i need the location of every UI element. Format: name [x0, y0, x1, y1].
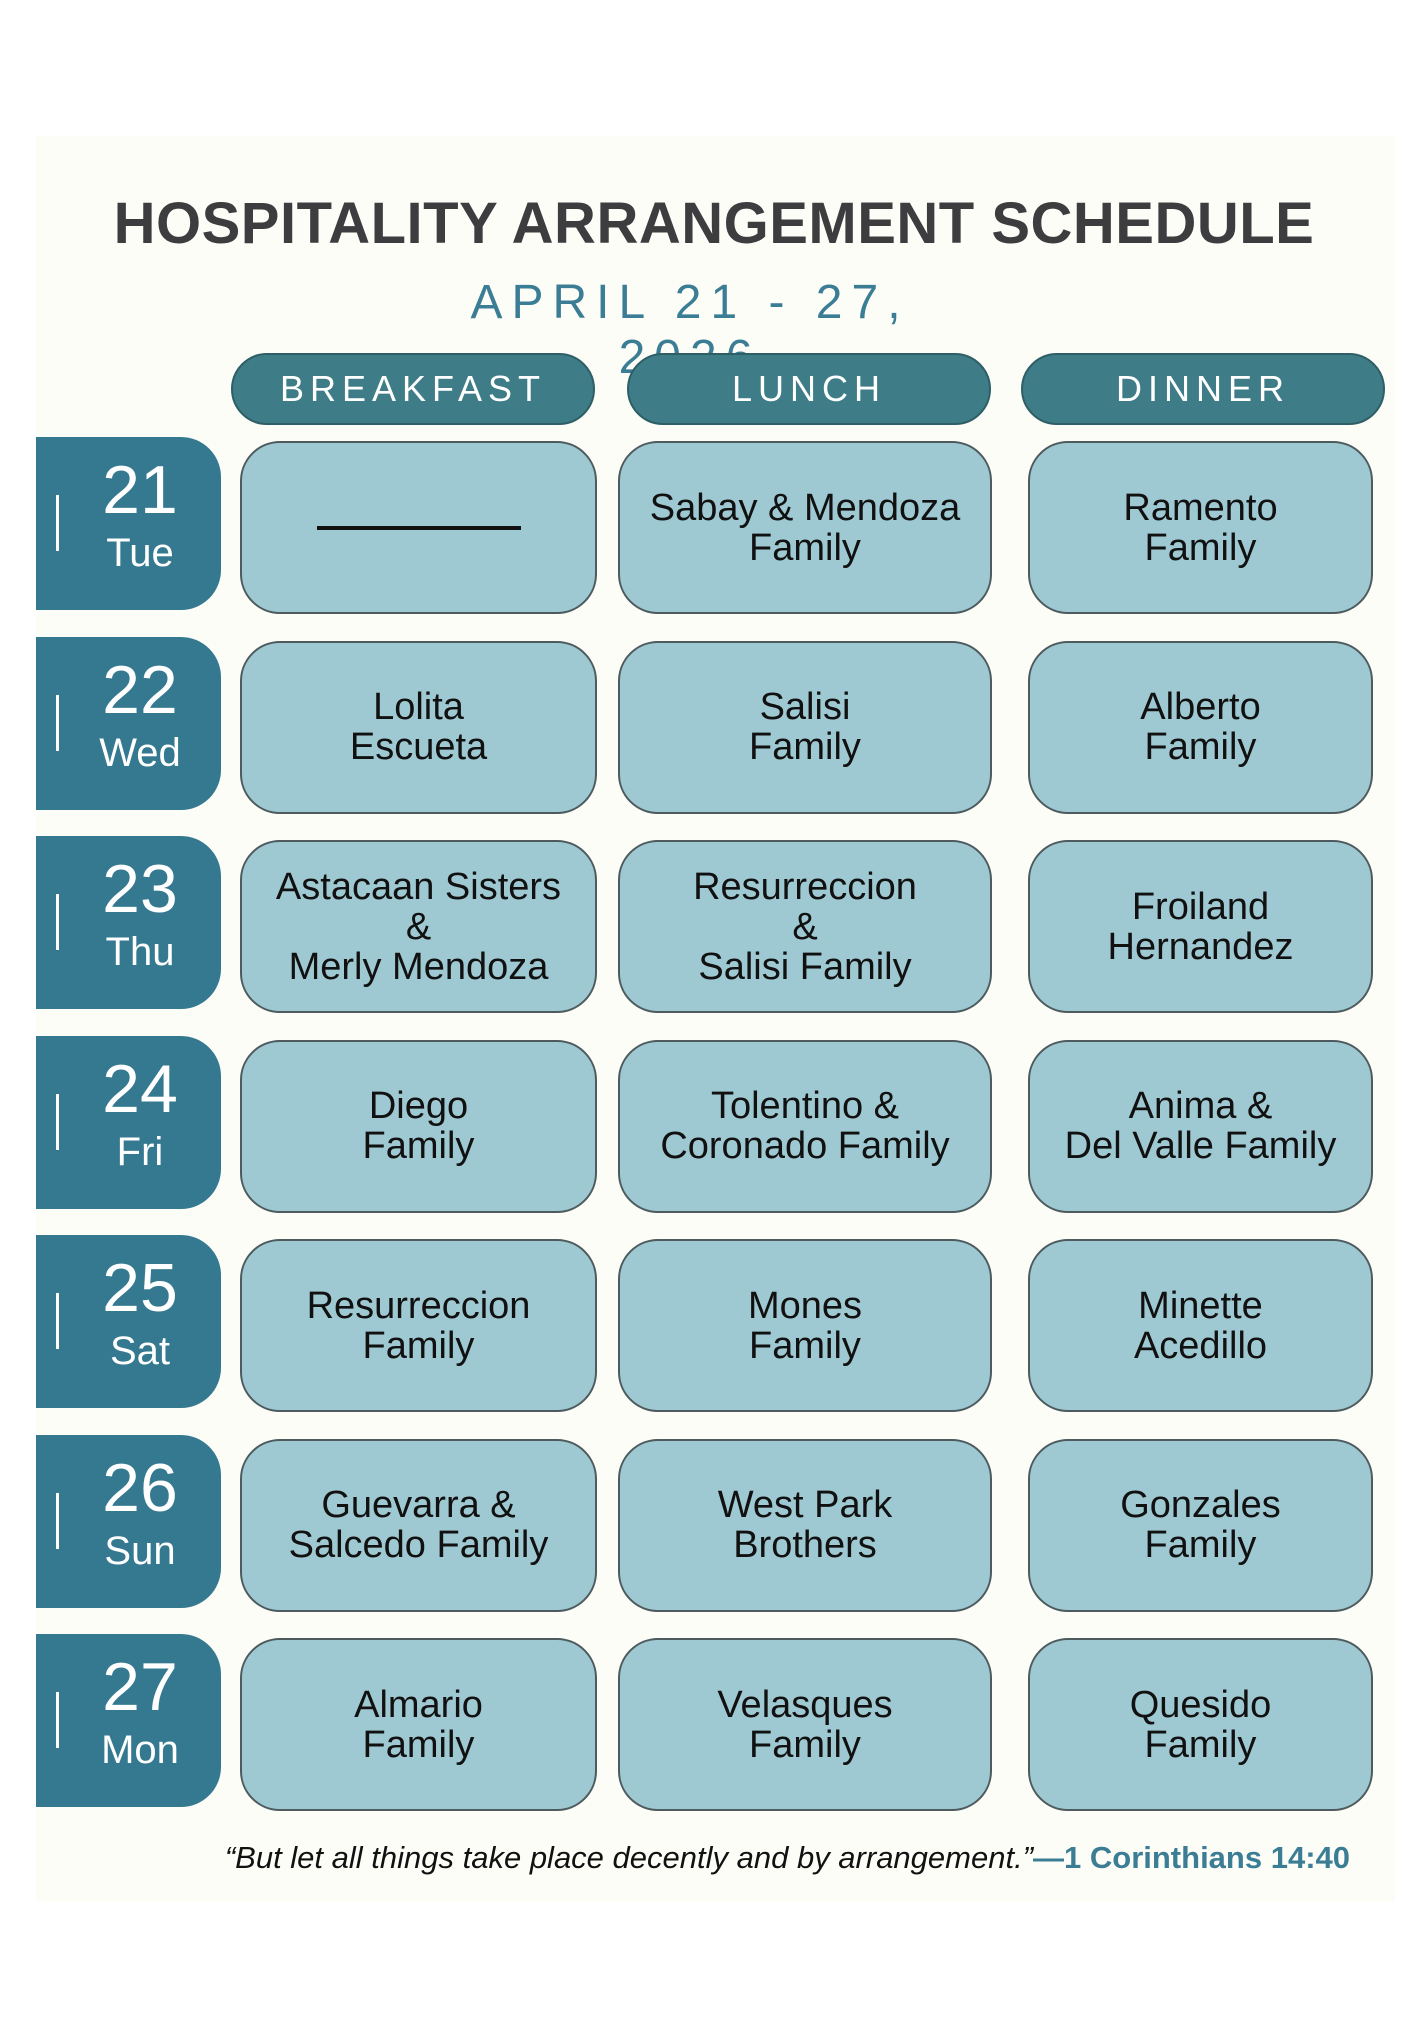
divider	[56, 1492, 59, 1549]
weekday: Mon	[101, 1728, 179, 1772]
day-number: 21	[102, 452, 178, 528]
dinner-cell: Ramento Family	[1028, 441, 1373, 614]
weekday: Wed	[99, 730, 181, 775]
day-tab: 22 Wed	[36, 636, 221, 810]
day-tab: 25 Sat	[36, 1235, 221, 1408]
header-dinner: DINNER	[1021, 353, 1385, 425]
dinner-cell: Anima & Del Valle Family	[1028, 1039, 1373, 1213]
breakfast-cell: Almario Family	[240, 1638, 597, 1811]
weekday: Fri	[116, 1129, 164, 1174]
breakfast-cell: Guevarra & Salcedo Family	[240, 1438, 597, 1612]
header-lunch: LUNCH	[627, 353, 991, 425]
weekday: Sat	[109, 1329, 171, 1373]
weekday: Tue	[106, 531, 174, 575]
day-number: 22	[102, 651, 178, 728]
divider	[56, 1093, 59, 1150]
day-number: 25	[102, 1250, 178, 1326]
dinner-cell: Froiland Hernandez	[1028, 840, 1373, 1013]
divider	[56, 894, 59, 950]
lunch-cell: Velasques Family	[618, 1638, 992, 1811]
header-breakfast: BREAKFAST	[231, 353, 595, 425]
day-number: 24	[102, 1050, 178, 1127]
lunch-cell: Mones Family	[618, 1239, 992, 1412]
lunch-cell: Sabay & Mendoza Family	[618, 441, 992, 614]
dinner-cell: Gonzales Family	[1028, 1438, 1373, 1612]
day-number: 27	[102, 1649, 178, 1725]
dinner-cell: Quesido Family	[1028, 1638, 1373, 1811]
quote-text: “But let all things take place decently …	[224, 1840, 1034, 1875]
day-tab: 23 Thu	[36, 836, 221, 1009]
day-tab: 26 Sun	[36, 1434, 221, 1608]
day-tab: 21 Tue	[36, 437, 221, 610]
breakfast-cell: Lolita Escueta	[240, 640, 597, 814]
breakfast-cell: Resurreccion Family	[240, 1239, 597, 1412]
breakfast-cell: Diego Family	[240, 1039, 597, 1213]
empty-dash	[316, 525, 521, 530]
lunch-cell: West Park Brothers	[618, 1438, 992, 1612]
divider	[56, 1692, 59, 1748]
divider	[56, 1293, 59, 1349]
weekday: Thu	[105, 930, 175, 974]
dinner-cell: Minette Acedillo	[1028, 1239, 1373, 1412]
divider	[56, 495, 59, 551]
breakfast-cell: Astacaan Sisters & Merly Mendoza	[240, 840, 597, 1013]
day-number: 26	[102, 1449, 178, 1526]
lunch-cell: Resurreccion & Salisi Family	[618, 840, 992, 1013]
day-tab: 27 Mon	[36, 1634, 221, 1807]
day-tab: 24 Fri	[36, 1035, 221, 1209]
lunch-cell: Salisi Family	[618, 640, 992, 814]
lunch-cell: Tolentino & Coronado Family	[618, 1039, 992, 1213]
scripture-quote: “But let all things take place decently …	[120, 1840, 1350, 1876]
day-number: 23	[102, 851, 178, 927]
page-title: HOSPITALITY ARRANGEMENT SCHEDULE	[113, 191, 1315, 256]
breakfast-cell	[240, 441, 597, 614]
quote-reference: —1 Corinthians 14:40	[1033, 1840, 1350, 1875]
dinner-cell: Alberto Family	[1028, 640, 1373, 814]
divider	[56, 694, 59, 751]
weekday: Sun	[104, 1528, 176, 1573]
